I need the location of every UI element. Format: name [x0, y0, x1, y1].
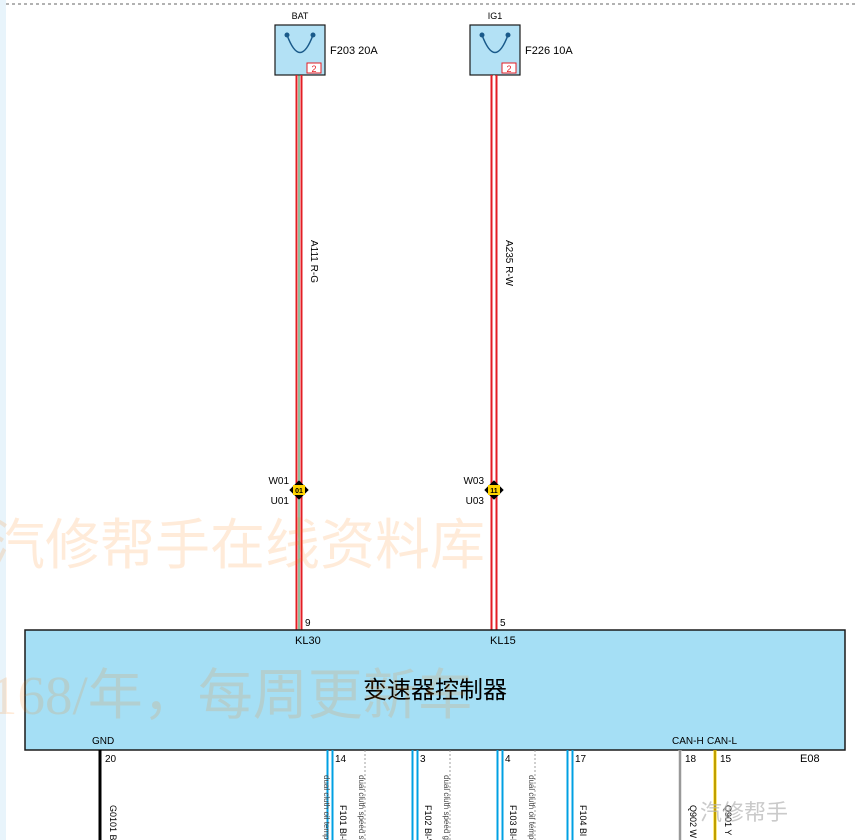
svg-text:11: 11	[490, 488, 498, 495]
svg-text:17: 17	[575, 754, 587, 765]
svg-text:14: 14	[335, 754, 347, 765]
svg-text:U03: U03	[466, 496, 485, 507]
svg-text:KL30: KL30	[295, 635, 321, 647]
svg-text:dual cluth oil temper: dual cluth oil temper	[527, 775, 536, 840]
svg-text:IG1: IG1	[488, 11, 503, 21]
svg-text:E08: E08	[800, 753, 820, 765]
svg-text:U01: U01	[271, 496, 290, 507]
svg-text:18: 18	[685, 754, 697, 765]
svg-text:A111 R-G: A111 R-G	[308, 240, 319, 283]
svg-text:GND: GND	[92, 736, 114, 747]
wiring-diagram: BAT F203 20A 2 IG1 F226 10A 2 A111 R-G A235 R-W…	[0, 0, 858, 840]
svg-text:W03: W03	[463, 476, 484, 487]
svg-text:变速器控制器: 变速器控制器	[363, 677, 507, 704]
svg-text:F226 10A: F226 10A	[525, 45, 573, 57]
svg-text:4: 4	[505, 754, 511, 765]
svg-text:A235 R-W: A235 R-W	[503, 240, 514, 287]
svg-text:Q902 W: Q902 W	[688, 805, 698, 839]
svg-text:2: 2	[506, 64, 511, 74]
svg-text:5: 5	[500, 618, 506, 629]
svg-text:3: 3	[420, 754, 426, 765]
svg-text:W01: W01	[268, 476, 289, 487]
svg-text:CAN-L: CAN-L	[707, 736, 737, 747]
svg-text:F203 20A: F203 20A	[330, 45, 378, 57]
svg-text:CAN-H: CAN-H	[672, 736, 704, 747]
svg-text:BAT: BAT	[292, 11, 309, 21]
svg-text:G0101 B: G0101 B	[108, 805, 118, 840]
svg-text:20: 20	[105, 754, 117, 765]
svg-text:KL15: KL15	[490, 635, 516, 647]
svg-text:dual cluth speed gro: dual cluth speed gro	[442, 775, 451, 840]
svg-text:F101 Bl-R: F101 Bl-R	[338, 805, 348, 840]
svg-text:F102 Bl-W: F102 Bl-W	[423, 805, 433, 840]
svg-text:F103 Bl-B: F103 Bl-B	[508, 805, 518, 840]
svg-text:dual cluth speed sig: dual cluth speed sig	[357, 775, 366, 840]
svg-text:dual cluth oil temper: dual cluth oil temper	[322, 775, 331, 840]
svg-text:15: 15	[720, 754, 732, 765]
svg-text:01: 01	[295, 488, 303, 495]
svg-text:9: 9	[305, 618, 311, 629]
svg-text:2: 2	[311, 64, 316, 74]
logo-watermark: 汽修帮手	[700, 795, 788, 827]
svg-text:F104 Bl: F104 Bl	[578, 805, 588, 836]
